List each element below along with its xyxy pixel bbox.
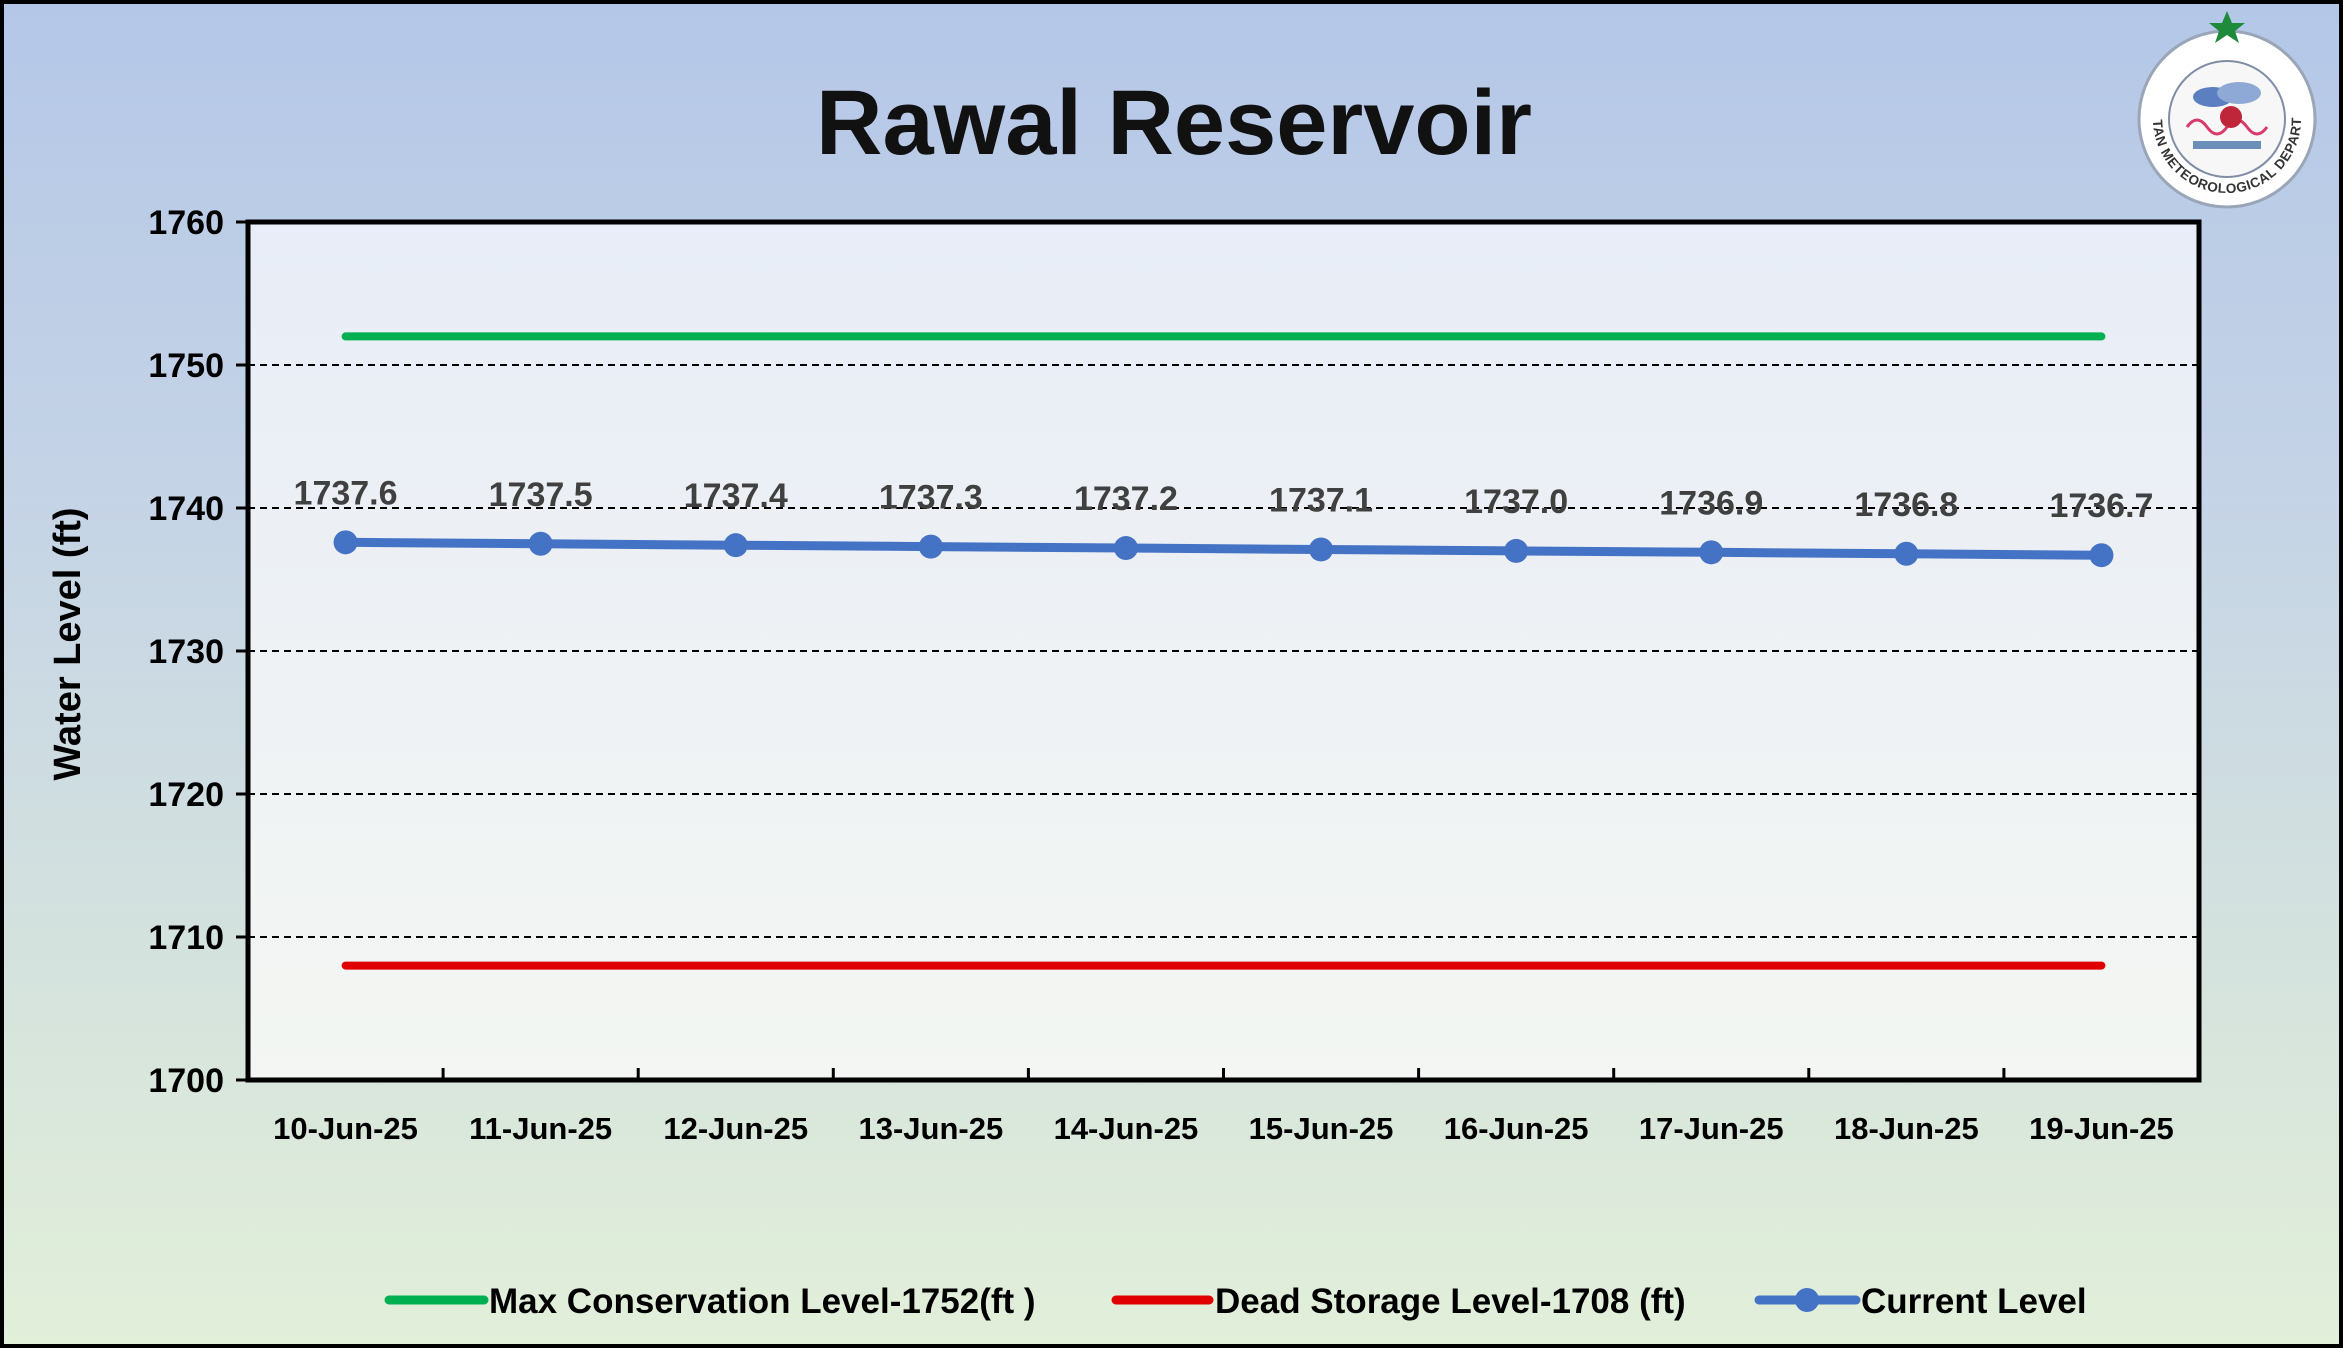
x-tick-label: 19-Jun-25	[2029, 1111, 2174, 1146]
data-point-current-level	[1504, 538, 1529, 563]
data-point-current-level	[333, 530, 358, 555]
data-label: 1736.8	[1854, 486, 1958, 524]
y-tick-label: 1740	[148, 490, 224, 528]
data-label: 1736.9	[1659, 484, 1763, 522]
pmd-logo-icon: PAKISTAN METEOROLOGICAL DEPARTMENT	[2137, 11, 2317, 209]
y-tick-label: 1720	[148, 776, 224, 814]
data-point-current-level	[1309, 537, 1334, 562]
y-tick-label: 1760	[148, 204, 224, 242]
y-axis-label: Water Level (ft)	[47, 507, 89, 780]
legend: Max Conservation Level-1752(ft ) Dead St…	[384, 1282, 2087, 1321]
legend-label-max-conservation: Max Conservation Level-1752(ft )	[489, 1282, 1036, 1321]
chart-title: Rawal Reservoir	[816, 72, 1532, 174]
data-label: 1737.5	[489, 476, 593, 514]
reservoir-chart: Rawal Reservoir PAKISTAN METEOROLOGICAL …	[47, 11, 2317, 1321]
data-label: 1737.2	[1074, 480, 1178, 518]
legend-item-current-level: Current Level	[1754, 1282, 2087, 1321]
series-layer	[333, 332, 2114, 970]
data-label: 1737.6	[294, 474, 398, 512]
data-label: 1736.7	[2049, 487, 2153, 525]
x-tick-label: 11-Jun-25	[469, 1111, 612, 1146]
data-label: 1737.3	[879, 479, 983, 517]
y-tick-label: 1730	[148, 633, 224, 671]
x-tick-label: 16-Jun-25	[1444, 1111, 1589, 1146]
x-axis: 10-Jun-25 11-Jun-25 12-Jun-25 13-Jun-25 14-J…	[273, 1068, 2174, 1146]
x-tick-label: 17-Jun-25	[1639, 1111, 1784, 1146]
data-label: 1737.4	[684, 477, 788, 515]
data-point-current-level	[2089, 543, 2114, 568]
legend-marker-current-level	[1795, 1288, 1819, 1312]
series-line-current-level	[341, 537, 2106, 560]
legend-item-max-conservation: Max Conservation Level-1752(ft )	[384, 1282, 1036, 1321]
legend-item-dead-storage: Dead Storage Level-1708 (ft)	[1111, 1282, 1686, 1321]
x-tick-label: 10-Jun-25	[273, 1111, 418, 1146]
x-tick-label: 12-Jun-25	[663, 1111, 808, 1146]
legend-label-dead-storage: Dead Storage Level-1708 (ft)	[1215, 1282, 1686, 1321]
x-tick-label: 14-Jun-25	[1054, 1111, 1199, 1146]
data-label: 1737.1	[1269, 481, 1373, 519]
y-axis: 1700 1710 1720 1730 1740 1750 1760	[148, 204, 248, 1100]
x-tick-label: 18-Jun-25	[1834, 1111, 1979, 1146]
data-labels: 1737.6 1737.5 1737.4 1737.3 1737.2 1737.1 1737…	[294, 474, 2154, 525]
data-point-current-level	[528, 531, 553, 556]
data-point-current-level	[918, 534, 943, 559]
y-tick-label: 1750	[148, 347, 224, 385]
x-tick-label: 13-Jun-25	[858, 1111, 1003, 1146]
data-point-current-level	[1113, 536, 1138, 561]
x-tick-label: 15-Jun-25	[1249, 1111, 1394, 1146]
data-point-current-level	[1894, 541, 1919, 566]
y-tick-label: 1700	[148, 1062, 224, 1100]
data-point-current-level	[1699, 540, 1724, 565]
legend-label-current-level: Current Level	[1861, 1282, 2087, 1321]
data-point-current-level	[723, 533, 748, 558]
data-label: 1737.0	[1464, 483, 1568, 521]
gridlines	[248, 364, 2199, 938]
y-tick-label: 1710	[148, 919, 224, 957]
